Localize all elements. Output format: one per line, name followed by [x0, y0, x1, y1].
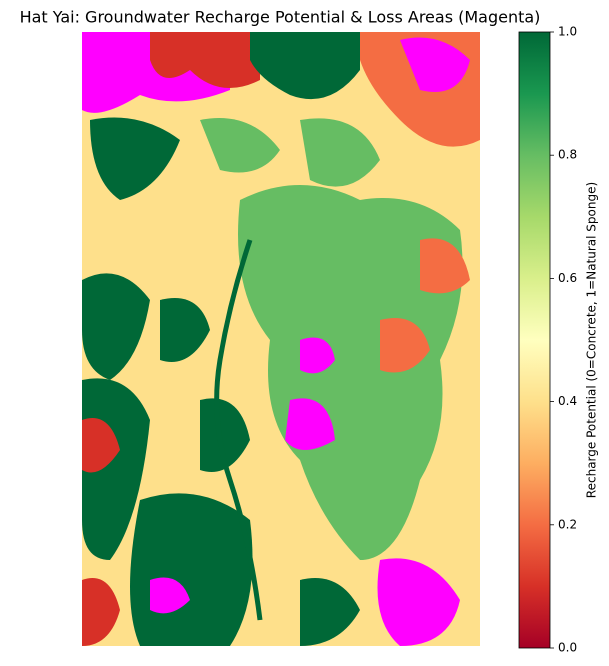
tick-label: 0.6	[558, 271, 577, 285]
tick-label: 1.0	[558, 25, 577, 39]
colorbar	[518, 31, 551, 649]
map-title: Hat Yai: Groundwater Recharge Potential …	[20, 8, 541, 27]
raster-map	[82, 32, 480, 646]
tick-label: 0.0	[558, 641, 577, 655]
tick-label: 0.2	[558, 517, 577, 531]
tick-label: 0.8	[558, 148, 577, 162]
colorbar-label: Recharge Potential (0=Concrete, 1=Natura…	[585, 182, 599, 498]
tick-label: 0.4	[558, 394, 577, 408]
